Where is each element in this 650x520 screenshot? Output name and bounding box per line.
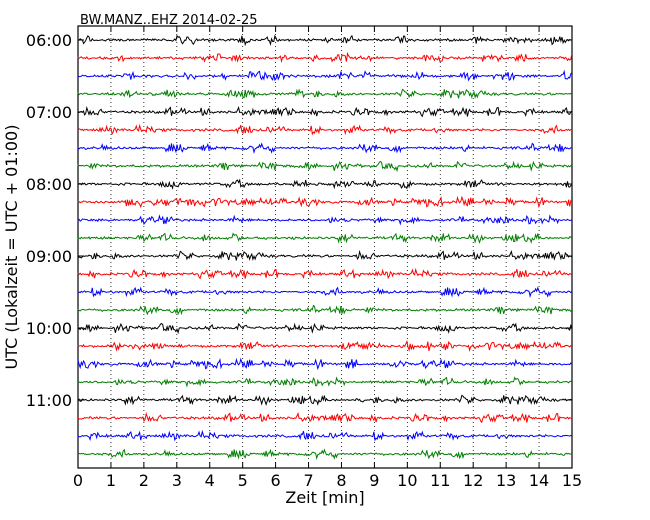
x-tick-label-11: 11 — [430, 471, 450, 490]
x-tick-label-12: 12 — [463, 471, 483, 490]
trace-2 — [77, 69, 573, 82]
y-tick-label-4: 10:00 — [26, 319, 72, 338]
y-axis-ticks: 06:00 07:00 08:00 09:00 10:00 11:00 — [26, 31, 572, 410]
trace-10 — [77, 214, 572, 226]
trace-7 — [77, 160, 572, 173]
trace-23 — [77, 448, 572, 460]
trace-13 — [77, 267, 573, 280]
x-tick-label-15: 15 — [562, 471, 582, 490]
x-tick-label-5: 5 — [238, 471, 248, 490]
vertical-gridlines — [110, 26, 540, 468]
trace-21 — [77, 411, 573, 424]
y-tick-label-1: 07:00 — [26, 103, 72, 122]
x-tick-label-10: 10 — [397, 471, 417, 490]
x-tick-label-2: 2 — [139, 471, 149, 490]
y-tick-label-5: 11:00 — [26, 391, 72, 410]
trace-0 — [77, 34, 572, 47]
trace-3 — [77, 88, 573, 99]
x-tick-label-7: 7 — [303, 471, 313, 490]
y-tick-label-2: 08:00 — [26, 175, 72, 194]
trace-1 — [77, 51, 573, 64]
trace-19 — [78, 376, 573, 388]
chart-title: BW.MANZ..EHZ 2014-02-25 — [80, 13, 258, 28]
trace-11 — [77, 232, 573, 244]
x-axis-ticks: 0 1 2 3 4 5 6 7 8 9 10 11 12 13 14 15 — [73, 26, 582, 490]
trace-group — [77, 34, 573, 460]
x-tick-label-9: 9 — [369, 471, 379, 490]
trace-14 — [77, 286, 573, 298]
x-tick-label-8: 8 — [336, 471, 346, 490]
trace-4 — [77, 105, 573, 118]
trace-16 — [77, 322, 573, 335]
trace-20 — [77, 394, 573, 406]
trace-17 — [77, 339, 572, 352]
x-tick-label-1: 1 — [106, 471, 116, 490]
x-tick-label-3: 3 — [172, 471, 182, 490]
trace-18 — [77, 357, 573, 371]
y-tick-label-0: 06:00 — [26, 31, 72, 50]
y-tick-label-3: 09:00 — [26, 247, 72, 266]
y-axis-label: UTC (Lokalzeit = UTC + 01:00) — [2, 125, 21, 370]
plot-area — [77, 25, 573, 469]
x-tick-label-6: 6 — [271, 471, 281, 490]
x-tick-label-13: 13 — [496, 471, 516, 490]
trace-15 — [77, 304, 573, 316]
x-tick-label-0: 0 — [73, 471, 83, 490]
trace-8 — [77, 178, 573, 190]
trace-12 — [77, 249, 573, 261]
trace-9 — [77, 195, 573, 209]
trace-5 — [77, 123, 572, 136]
trace-22 — [77, 429, 572, 442]
x-tick-label-14: 14 — [529, 471, 549, 490]
x-axis-label: Zeit [min] — [285, 488, 364, 507]
x-tick-label-4: 4 — [205, 471, 215, 490]
trace-6 — [77, 142, 572, 154]
